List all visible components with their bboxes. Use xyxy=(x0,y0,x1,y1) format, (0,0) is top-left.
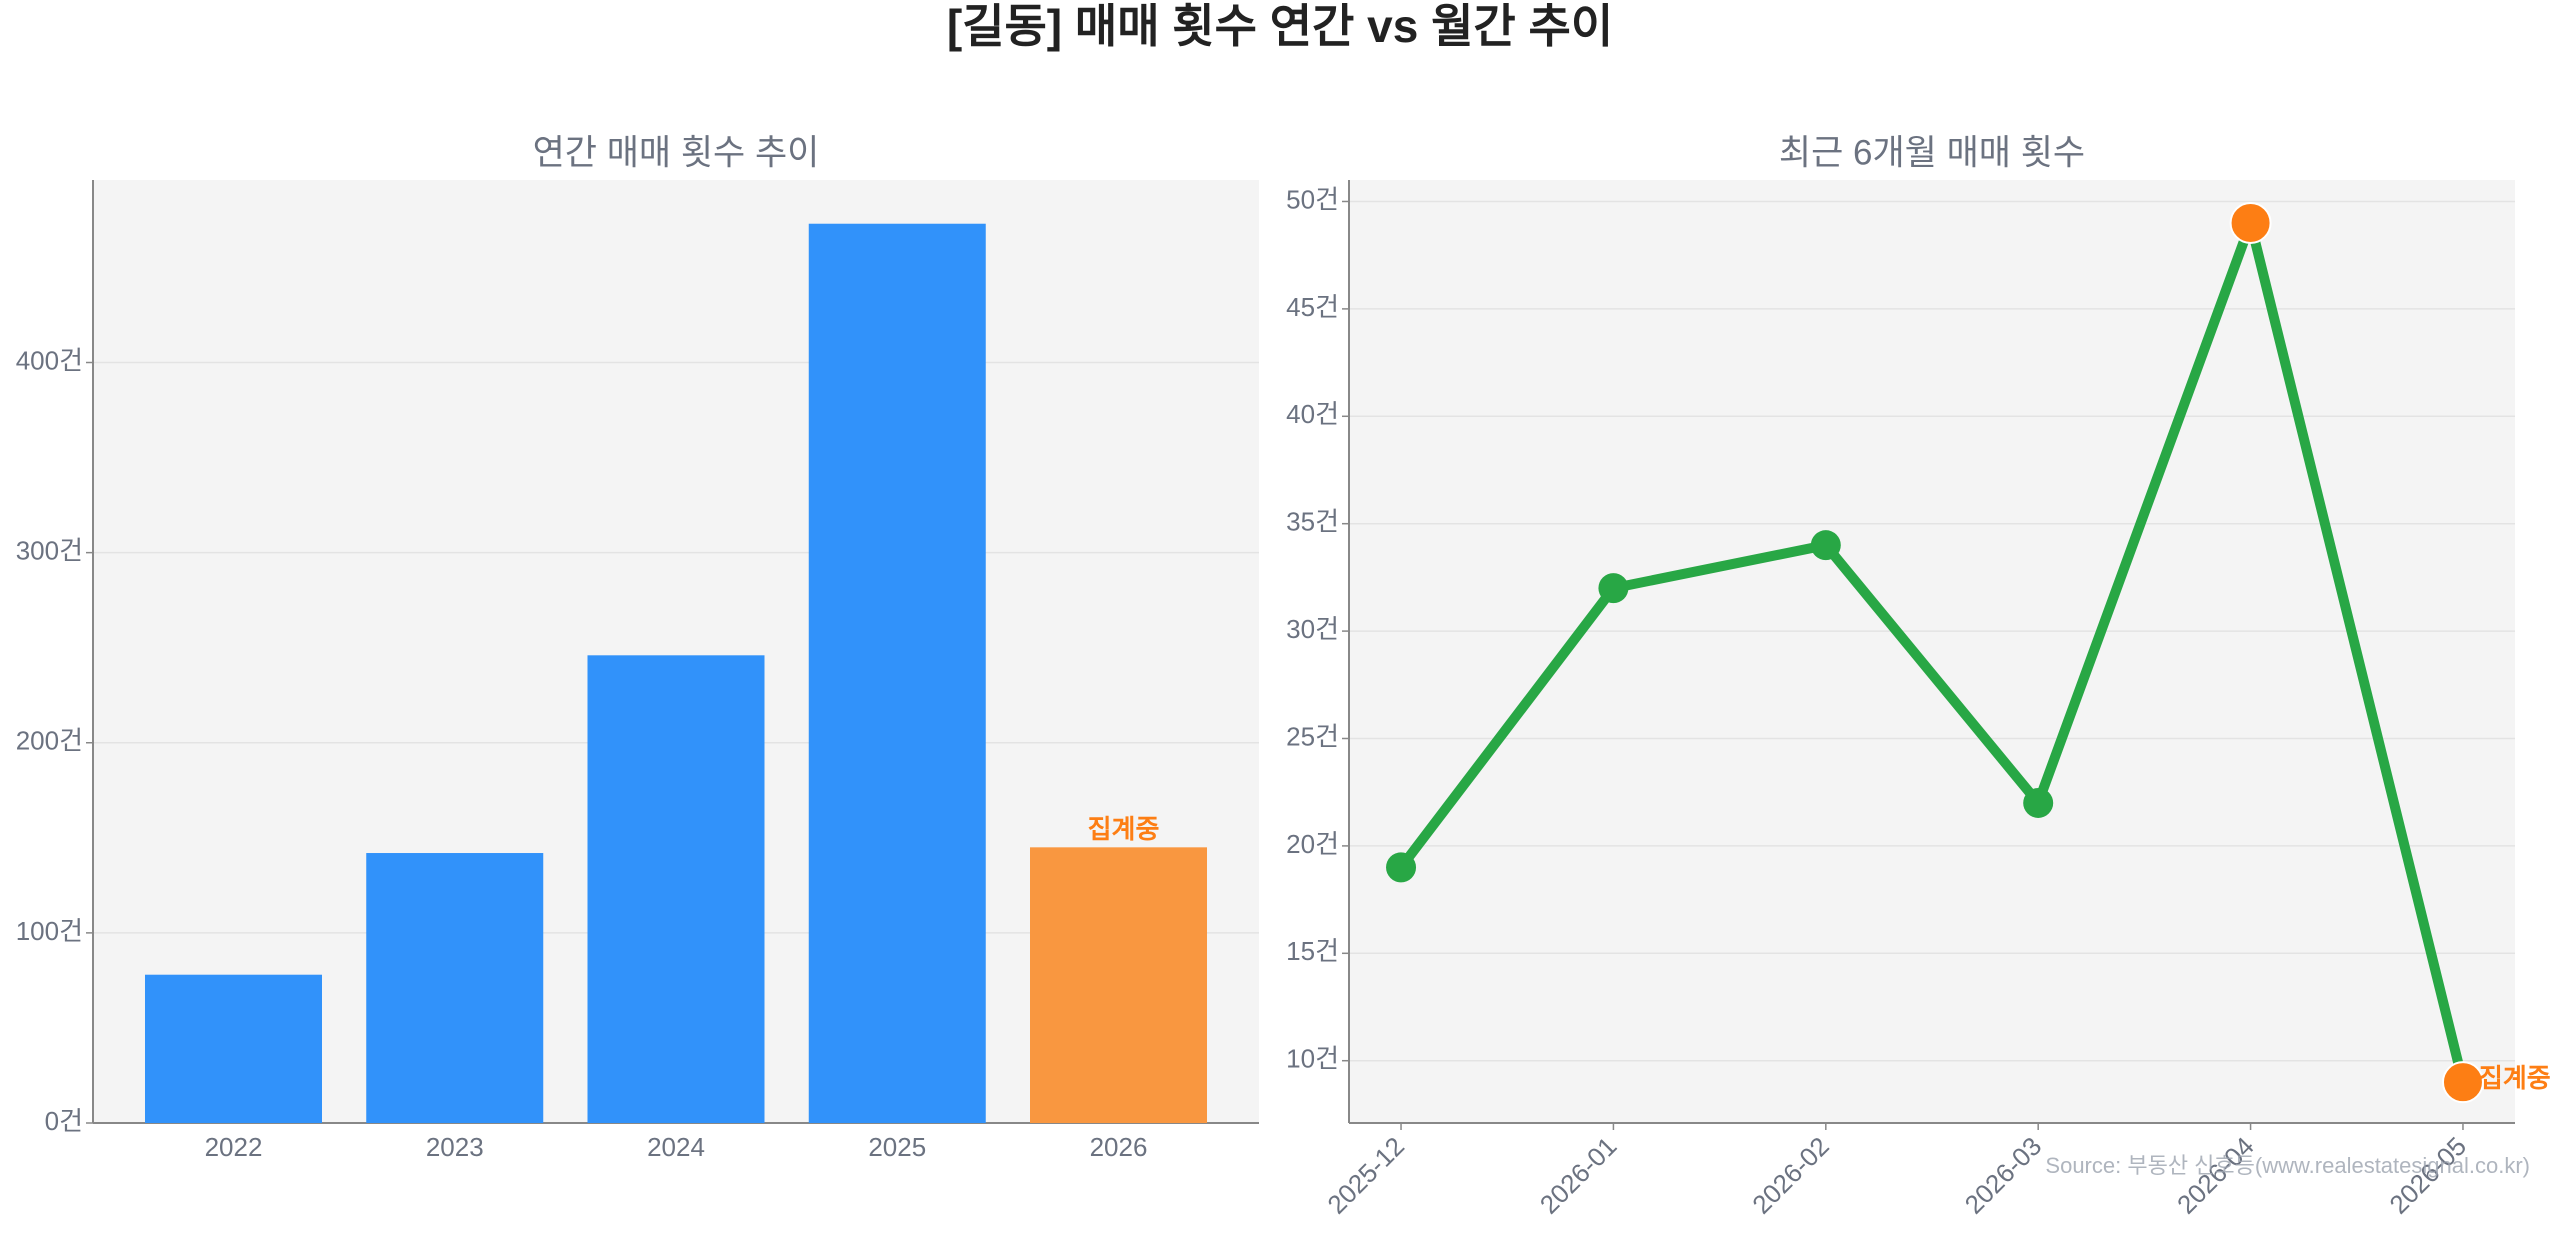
x-tick-label: 2024 xyxy=(647,1132,705,1162)
annotation: 집계중 xyxy=(2479,1063,2551,1093)
bar xyxy=(587,655,765,1123)
x-tick-label: 2026-03 xyxy=(1959,1131,2048,1220)
line xyxy=(1397,217,2468,1084)
plot-background xyxy=(1349,180,2515,1123)
source-note: Source: 부동산 신호등(www.realestatesignal.co.… xyxy=(2045,1153,2530,1178)
x-tick-label: 2026-02 xyxy=(1746,1131,1835,1220)
y-tick-label: 200건 xyxy=(16,726,83,756)
subplot-title: 연간 매매 횟수 추이 xyxy=(533,133,820,172)
marker xyxy=(1386,852,1417,883)
x-tick-label: 2026 xyxy=(1090,1132,1148,1162)
y-tick-label: 30건 xyxy=(1286,614,1339,644)
y-tick-label: 15건 xyxy=(1286,936,1339,966)
y-tick-label: 50건 xyxy=(1286,184,1339,214)
bar xyxy=(1030,847,1208,1123)
y-tick-label: 35건 xyxy=(1286,507,1339,537)
annotation: 집계중 xyxy=(1088,814,1160,844)
x-tick-label: 2025-12 xyxy=(1321,1131,1410,1220)
figure-title: [길동] 매매 횟수 연간 vs 월간 추이 xyxy=(947,0,1613,52)
x-tick-label: 2022 xyxy=(205,1132,263,1162)
marker xyxy=(1598,573,1629,604)
x-tick-label: 2025 xyxy=(868,1132,926,1162)
y-tick-label: 40건 xyxy=(1286,399,1339,429)
bar xyxy=(808,223,986,1123)
marker xyxy=(2023,787,2054,818)
bar xyxy=(366,853,544,1123)
y-tick-label: 10건 xyxy=(1286,1044,1339,1074)
marker xyxy=(2441,1061,2484,1104)
subplot-title: 최근 6개월 매매 횟수 xyxy=(1779,133,2085,172)
marker xyxy=(1810,530,1841,561)
bar xyxy=(144,974,322,1123)
y-tick-label: 400건 xyxy=(16,345,83,375)
y-tick-label: 0건 xyxy=(45,1106,83,1136)
y-tick-label: 45건 xyxy=(1286,292,1339,322)
marker xyxy=(2229,201,2272,244)
y-tick-label: 300건 xyxy=(16,536,83,566)
y-tick-label: 100건 xyxy=(16,916,83,946)
x-tick-label: 2026-01 xyxy=(1534,1131,1623,1220)
x-tick-label: 2023 xyxy=(426,1132,484,1162)
y-tick-label: 25건 xyxy=(1286,721,1339,751)
y-tick-label: 20건 xyxy=(1286,829,1339,859)
